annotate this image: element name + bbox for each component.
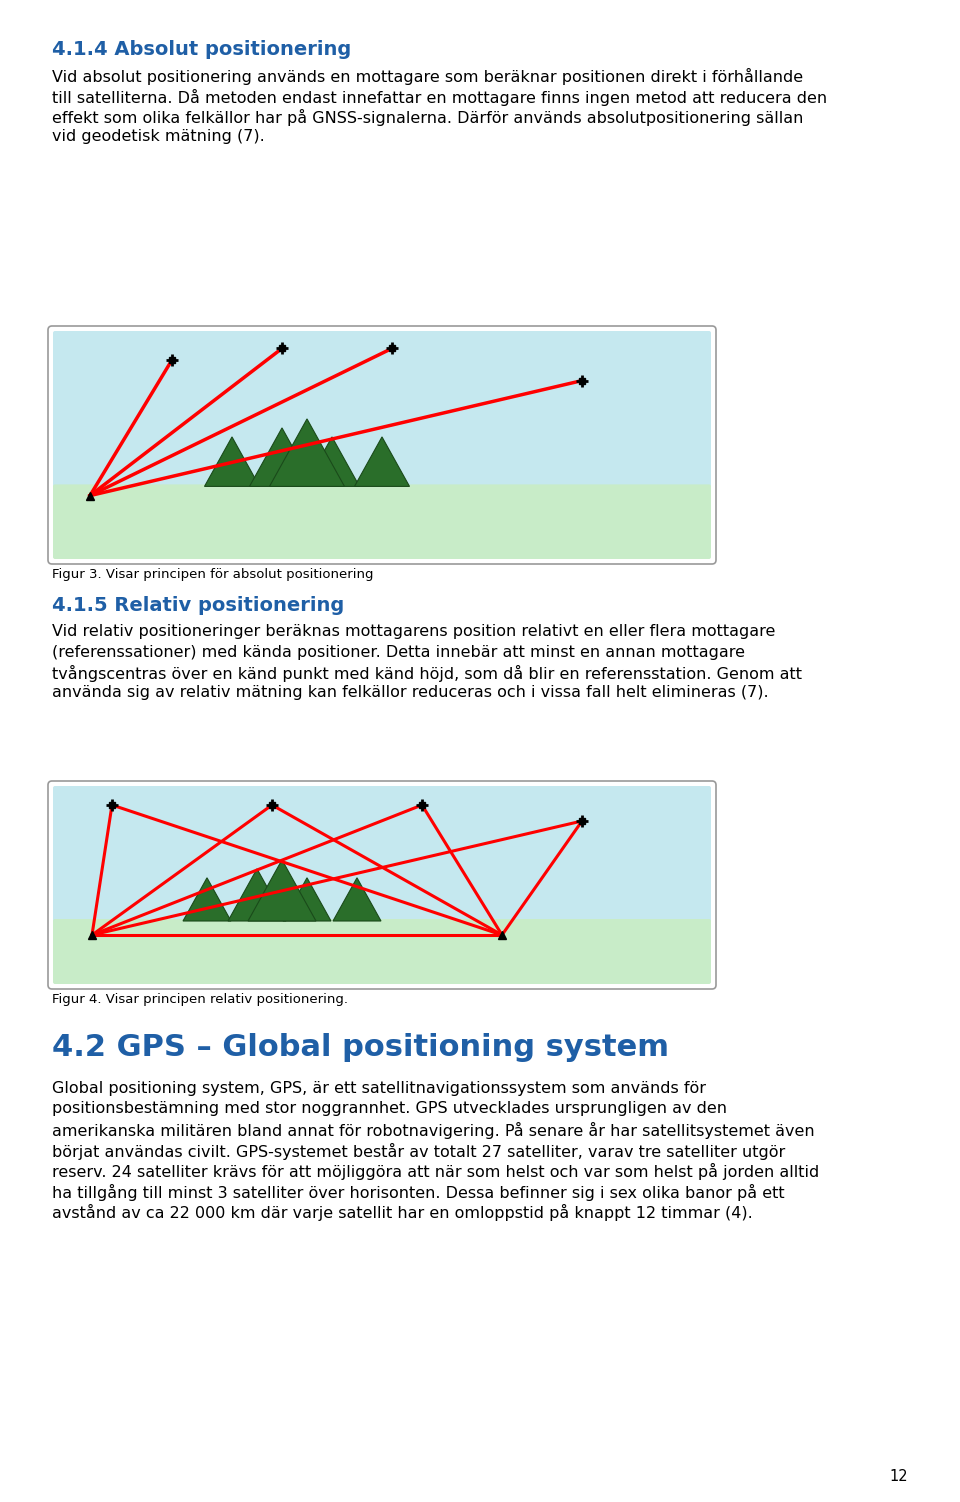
Text: Vid absolut positionering används en mottagare som beräknar positionen direkt i : Vid absolut positionering används en mot… (52, 68, 804, 86)
Text: Figur 3. Visar principen för absolut positionering: Figur 3. Visar principen för absolut pos… (52, 568, 373, 581)
Text: till satelliterna. Då metoden endast innefattar en mottagare finns ingen metod a: till satelliterna. Då metoden endast inn… (52, 89, 828, 105)
FancyBboxPatch shape (53, 919, 711, 984)
Polygon shape (204, 437, 259, 487)
Text: ha tillgång till minst 3 satelliter över horisonten. Dessa befinner sig i sex ol: ha tillgång till minst 3 satelliter över… (52, 1184, 784, 1200)
Text: Figur 4. Visar principen relativ positionering.: Figur 4. Visar principen relativ positio… (52, 993, 348, 1006)
Text: effekt som olika felkällor har på GNSS-signalerna. Därför används absolutpositio: effekt som olika felkällor har på GNSS-s… (52, 110, 804, 126)
Text: tvångscentras över en känd punkt med känd höjd, som då blir en referensstation. : tvångscentras över en känd punkt med kän… (52, 665, 802, 682)
Text: börjat användas civilt. GPS-systemet består av totalt 27 satelliter, varav tre s: börjat användas civilt. GPS-systemet bes… (52, 1143, 785, 1160)
Polygon shape (283, 877, 331, 921)
Text: vid geodetisk mätning (7).: vid geodetisk mätning (7). (52, 129, 265, 144)
Text: 4.1.5 Relativ positionering: 4.1.5 Relativ positionering (52, 596, 345, 614)
Text: 12: 12 (889, 1469, 908, 1484)
Text: amerikanska militären bland annat för robotnavigering. På senare år har satellit: amerikanska militären bland annat för ro… (52, 1122, 815, 1139)
Polygon shape (248, 859, 316, 921)
Text: 4.2 GPS – Global positioning system: 4.2 GPS – Global positioning system (52, 1033, 669, 1062)
FancyBboxPatch shape (53, 485, 711, 559)
Text: avstånd av ca 22 000 km där varje satellit har en omloppstid på knappt 12 timmar: avstånd av ca 22 000 km där varje satell… (52, 1205, 753, 1221)
FancyBboxPatch shape (53, 330, 711, 491)
Text: Global positioning system, GPS, är ett satellitnavigationssystem som används för: Global positioning system, GPS, är ett s… (52, 1081, 706, 1096)
Text: positionsbestämning med stor noggrannhet. GPS utvecklades ursprungligen av den: positionsbestämning med stor noggrannhet… (52, 1101, 727, 1116)
Text: (referenssationer) med kända positioner. Detta innebär att minst en annan mottag: (referenssationer) med kända positioner.… (52, 644, 745, 659)
Polygon shape (304, 437, 359, 487)
Polygon shape (228, 868, 286, 921)
Text: reserv. 24 satelliter krävs för att möjliggöra att när som helst och var som hel: reserv. 24 satelliter krävs för att möjl… (52, 1163, 819, 1181)
Text: Vid relativ positioneringer beräknas mottagarens position relativt en eller fler: Vid relativ positioneringer beräknas mot… (52, 623, 776, 638)
FancyBboxPatch shape (53, 786, 711, 927)
Polygon shape (183, 877, 231, 921)
Text: 4.1.4 Absolut positionering: 4.1.4 Absolut positionering (52, 41, 351, 59)
Polygon shape (270, 419, 345, 487)
Polygon shape (354, 437, 410, 487)
Text: använda sig av relativ mätning kan felkällor reduceras och i vissa fall helt eli: använda sig av relativ mätning kan felkä… (52, 685, 769, 700)
Polygon shape (250, 428, 315, 487)
Polygon shape (333, 877, 381, 921)
